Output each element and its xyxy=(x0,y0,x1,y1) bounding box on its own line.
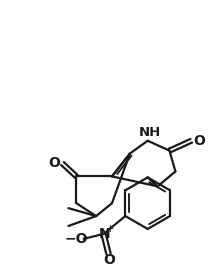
Text: +: + xyxy=(106,224,115,234)
Text: O: O xyxy=(49,155,60,170)
Text: O: O xyxy=(193,134,205,148)
Text: −O: −O xyxy=(64,232,88,246)
Text: O: O xyxy=(103,253,115,267)
Text: NH: NH xyxy=(138,126,161,139)
Text: N: N xyxy=(99,227,110,241)
